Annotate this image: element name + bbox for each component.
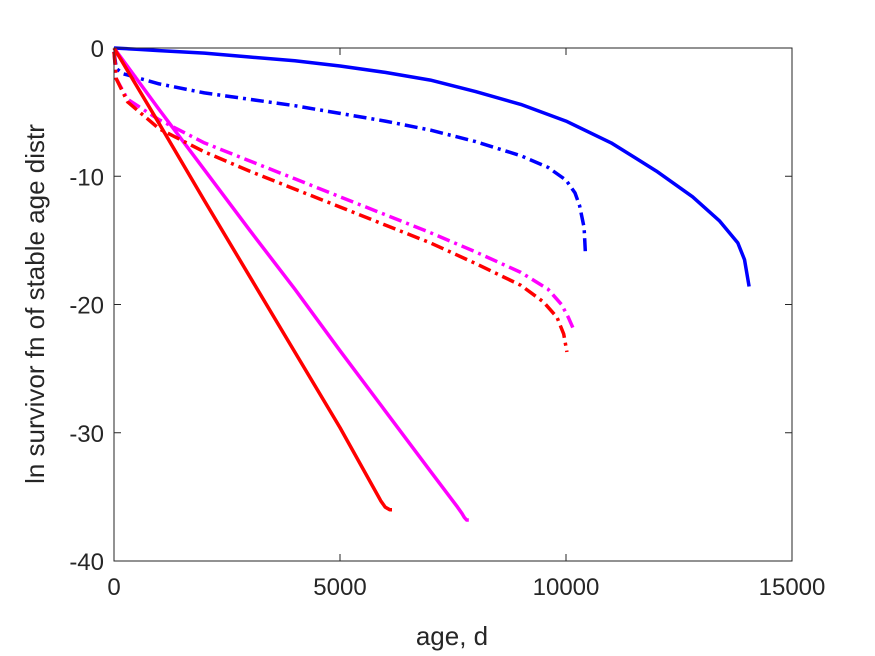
x-tick-label: 15000 bbox=[759, 574, 826, 601]
x-tick-label: 0 bbox=[107, 574, 120, 601]
series-line-2 bbox=[112, 51, 588, 254]
y-tick-label: -40 bbox=[69, 549, 104, 576]
series-line-1 bbox=[113, 46, 751, 287]
series-line-6 bbox=[112, 51, 569, 353]
axis-ticks: 0 5000 10000 15000 -40 -30 -20 -10 0 bbox=[69, 36, 825, 601]
y-tick-label: -10 bbox=[69, 164, 104, 191]
x-tick-label: 5000 bbox=[313, 574, 366, 601]
y-tick-label: 0 bbox=[91, 36, 104, 63]
y-tick-label: -20 bbox=[69, 293, 104, 320]
series-line-4 bbox=[112, 51, 575, 329]
series-line-5 bbox=[112, 47, 392, 512]
plot-area bbox=[112, 46, 751, 522]
x-tick-label: 10000 bbox=[533, 574, 600, 601]
y-tick-label: -30 bbox=[69, 421, 104, 448]
y-axis-label: ln survivor fn of stable age distr bbox=[20, 124, 50, 484]
series-line-3 bbox=[112, 46, 469, 522]
x-axis-label: age, d bbox=[416, 621, 488, 651]
